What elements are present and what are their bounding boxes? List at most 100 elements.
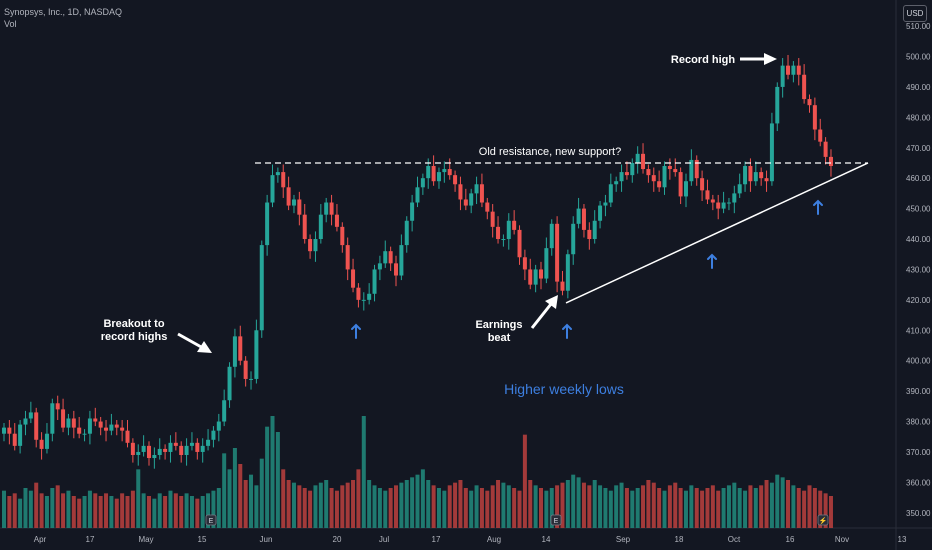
volume-bar	[410, 477, 415, 528]
candle-body	[125, 430, 130, 443]
volume-bar	[388, 488, 393, 528]
volume-bar	[689, 485, 694, 528]
candle-body	[340, 226, 345, 246]
candle-body	[383, 251, 388, 264]
candle-body	[39, 439, 44, 449]
candle-body	[318, 214, 323, 240]
earnings-label-line1: Earnings	[475, 319, 522, 331]
volume-bar	[818, 490, 823, 528]
volume-bar	[141, 493, 146, 528]
y-tick-label: 420.00	[906, 296, 931, 305]
volume-bar	[533, 485, 538, 528]
candle-body	[2, 427, 6, 434]
candle-body	[479, 184, 484, 203]
volume-bar	[351, 480, 356, 528]
volume-bar	[93, 493, 98, 528]
candle-body	[485, 202, 490, 212]
volume-bar	[324, 480, 329, 528]
candle-body	[436, 172, 441, 182]
volume-bar	[576, 477, 581, 528]
y-tick-label: 470.00	[906, 144, 931, 153]
candle-body	[442, 169, 447, 173]
volume-bar	[512, 488, 517, 528]
volume-bar	[329, 488, 334, 528]
volume-bar	[651, 482, 656, 528]
candle-body	[705, 190, 710, 200]
volume-bar	[383, 490, 388, 528]
candle-body	[361, 299, 366, 301]
volume-bar	[318, 482, 323, 528]
volume-bar	[716, 490, 721, 528]
volume-bar	[130, 490, 135, 528]
volume-bar	[603, 488, 608, 528]
candle-body	[453, 175, 458, 185]
volume-bar	[667, 485, 672, 528]
volume-bar	[479, 488, 484, 528]
higher-lows-label: Higher weekly lows	[504, 381, 624, 397]
candle-body	[394, 263, 399, 276]
candle-body	[689, 159, 694, 182]
candle-body	[265, 202, 270, 246]
candle-body	[195, 442, 200, 452]
candle-body	[189, 442, 194, 446]
candle-body	[786, 65, 791, 75]
volume-bar	[759, 485, 764, 528]
volume-bar	[544, 490, 549, 528]
candle-body	[560, 281, 565, 291]
volume-bar	[184, 493, 189, 528]
candle-body	[667, 166, 672, 170]
volume-bar	[426, 480, 431, 528]
higher-low-arrow-icon	[351, 323, 361, 339]
candle-body	[334, 214, 339, 227]
breakout-arrow-icon	[197, 341, 212, 353]
earnings-marker-glyph: ⚡	[819, 516, 828, 525]
candle-body	[249, 378, 254, 380]
candle-body	[109, 424, 114, 431]
volume-bar	[367, 480, 372, 528]
symbol-line: Synopsys, Inc., 1D, NASDAQ	[4, 7, 123, 17]
candle-body	[555, 223, 560, 282]
candle-body	[157, 448, 162, 455]
candle-body	[399, 245, 404, 276]
candle-body	[683, 181, 688, 197]
higher-low-arrow-icon	[562, 323, 572, 339]
candle-body	[238, 336, 243, 361]
currency-button[interactable]: USD	[903, 5, 927, 22]
candle-body	[308, 239, 313, 252]
x-tick-label: Aug	[487, 535, 501, 544]
candle-body	[549, 223, 554, 249]
volume-bar	[501, 482, 506, 528]
candle-body	[291, 199, 296, 206]
volume-bar	[227, 469, 232, 528]
volume-bar	[109, 496, 114, 528]
candle-body	[286, 187, 291, 206]
candle-body	[77, 427, 82, 434]
candle-body	[243, 360, 248, 379]
candle-body	[431, 166, 436, 182]
candle-body	[732, 193, 737, 203]
candle-body	[61, 409, 66, 428]
volume-bar	[98, 496, 103, 528]
candle-body	[506, 220, 511, 240]
candle-body	[222, 400, 227, 422]
candle-body	[635, 153, 640, 163]
candle-body	[18, 424, 23, 446]
candle-body	[737, 184, 742, 194]
candle-body	[7, 427, 12, 434]
candle-body	[678, 172, 683, 197]
candle-body	[517, 229, 522, 258]
candle-body	[469, 193, 474, 206]
volume-bar	[496, 480, 501, 528]
volume-bar	[61, 493, 66, 528]
candle-body	[377, 263, 382, 270]
candle-body	[769, 123, 774, 182]
volume-bar	[608, 490, 613, 528]
volume-bar	[453, 482, 458, 528]
volume-bar	[82, 496, 87, 528]
volume-bar	[549, 488, 554, 528]
candle-body	[329, 202, 334, 215]
candle-body	[657, 181, 662, 188]
candle-body	[55, 403, 60, 410]
y-tick-label: 460.00	[906, 174, 931, 183]
